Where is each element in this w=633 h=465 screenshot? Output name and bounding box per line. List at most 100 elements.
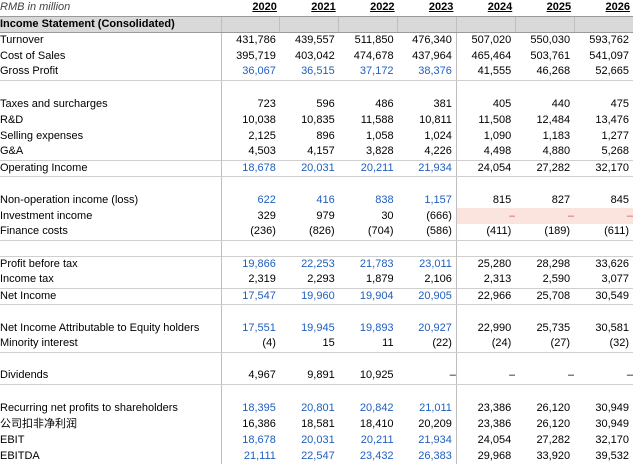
- spacer-row: [0, 352, 633, 368]
- row-label: Net Income: [0, 287, 222, 305]
- cell: 550,030: [530, 33, 571, 46]
- cell: 29,968: [455, 448, 516, 464]
- cell: 10,038: [220, 112, 280, 128]
- cell: 23,011: [397, 255, 457, 272]
- cell: (826): [279, 224, 339, 241]
- cell: 845: [610, 193, 629, 206]
- cell: (27): [515, 336, 575, 353]
- cell: 30,549: [574, 287, 633, 305]
- row-label: Non-operation income (loss): [0, 193, 139, 206]
- cell: 30,581: [595, 321, 629, 334]
- table-row-selling: Selling expenses 2,125 896 1,058 1,024 1…: [0, 128, 633, 144]
- cell: 20,209: [418, 417, 452, 430]
- cell: 17,547: [220, 287, 280, 305]
- year-header: 2022: [338, 0, 398, 17]
- cell: 475: [610, 97, 629, 110]
- cell: 23,432: [359, 449, 394, 462]
- table-row-recurring: Recurring net profits to shareholders 18…: [0, 400, 633, 416]
- table-row-minority: Minority interest (4) 15 11 (22) (24) (2…: [0, 336, 633, 353]
- cell: 1,157: [424, 193, 452, 206]
- cell: 46,268: [515, 64, 575, 81]
- cell: 2,125: [220, 128, 280, 144]
- cell: –: [455, 368, 516, 385]
- cell: 2,106: [424, 273, 452, 286]
- row-label: Finance costs: [0, 224, 222, 241]
- cell: 4,157: [307, 145, 335, 158]
- unit-label: RMB in million: [0, 0, 222, 17]
- cell: 11,508: [455, 112, 516, 128]
- cell: 979: [316, 209, 335, 222]
- cell: (22): [397, 336, 457, 353]
- cell: 25,280: [455, 255, 516, 272]
- section-header: Income Statement (Consolidated): [0, 15, 633, 33]
- cell: (236): [220, 224, 280, 241]
- cell: 22,966: [455, 287, 516, 305]
- cell: –: [574, 368, 633, 385]
- row-label: Gross Profit: [0, 64, 222, 81]
- table-row-profit-before-tax: Profit before tax 19,866 22,253 21,783 2…: [0, 255, 633, 272]
- table-row-investment: Investment income 329 979 30 (666) – – –: [0, 208, 633, 224]
- cell: 21,934: [397, 159, 457, 177]
- cell: 37,172: [338, 64, 398, 81]
- row-label: EBITDA: [0, 449, 40, 462]
- cell: 19,866: [220, 255, 280, 272]
- cell: 23,386: [455, 400, 516, 416]
- cell: 23,386: [455, 416, 516, 432]
- cell: –: [455, 208, 516, 224]
- row-label: EBIT: [0, 433, 25, 446]
- cell: 26,120: [536, 401, 571, 414]
- cell: 18,581: [301, 417, 335, 430]
- row-label: Minority interest: [0, 336, 222, 353]
- cell: 439,557: [294, 33, 335, 46]
- cell: 5,268: [601, 145, 629, 158]
- cell: –: [515, 208, 575, 224]
- cell: 329: [220, 208, 280, 224]
- cell: 2,319: [220, 272, 280, 288]
- table-row-turnover: Turnover 431,786 439,557 511,850 476,340…: [0, 32, 633, 48]
- cell: 12,484: [536, 113, 571, 126]
- cell: 18,395: [220, 400, 280, 416]
- cell: 403,042: [294, 49, 335, 62]
- cell: (24): [455, 336, 516, 353]
- cell: 1,090: [455, 128, 516, 144]
- spacer-row: [0, 80, 633, 96]
- cell: 18,678: [220, 159, 280, 177]
- cell: 25,708: [515, 287, 575, 305]
- cell: 39,532: [595, 449, 629, 462]
- cell: 38,376: [397, 64, 457, 81]
- row-label: Net Income Attributable to Equity holder…: [0, 321, 200, 334]
- cell: 2,590: [542, 273, 571, 286]
- cell: 26,383: [418, 449, 452, 462]
- table-row-ni-equity: Net Income Attributable to Equity holder…: [0, 320, 633, 336]
- table-row-rnd: R&D 10,038 10,835 11,588 10,811 11,508 1…: [0, 112, 633, 128]
- cell: 22,547: [301, 449, 335, 462]
- year-header: 2024: [456, 0, 516, 17]
- cell: 437,964: [412, 49, 452, 62]
- cell: 11: [338, 336, 398, 353]
- row-label: Turnover: [0, 33, 44, 46]
- row-label: Taxes and surcharges: [0, 97, 108, 110]
- table-row-income-tax: Income tax 2,319 2,293 1,879 2,106 2,313…: [0, 272, 633, 288]
- cell: 13,476: [595, 113, 629, 126]
- spacer-row: [0, 176, 633, 192]
- cell: (411): [455, 224, 516, 241]
- table-row-recurring-cn: 公司扣非净利润 16,386 18,581 18,410 20,209 23,3…: [0, 416, 633, 432]
- cell: (32): [574, 336, 633, 353]
- cell: 21,934: [418, 433, 452, 446]
- cell: 20,031: [279, 159, 339, 177]
- cell: 827: [551, 193, 571, 206]
- cell: 4,503: [220, 144, 280, 160]
- cell: 1,024: [424, 129, 452, 142]
- cell: 19,904: [338, 287, 398, 305]
- cell: 33,920: [536, 449, 571, 462]
- cell: 10,811: [419, 113, 452, 126]
- cell: 440: [551, 97, 571, 110]
- row-label: Income tax: [0, 273, 54, 286]
- row-label: Recurring net profits to shareholders: [0, 401, 178, 414]
- header-row: RMB in million 2020 2021 2022 2023 2024 …: [0, 0, 633, 17]
- cell: 2,293: [307, 273, 335, 286]
- table-row-dividends: Dividends 4,967 9,891 10,925 – – – –: [0, 368, 633, 385]
- cell: 3,077: [601, 273, 629, 286]
- cell: 18,410: [359, 417, 394, 430]
